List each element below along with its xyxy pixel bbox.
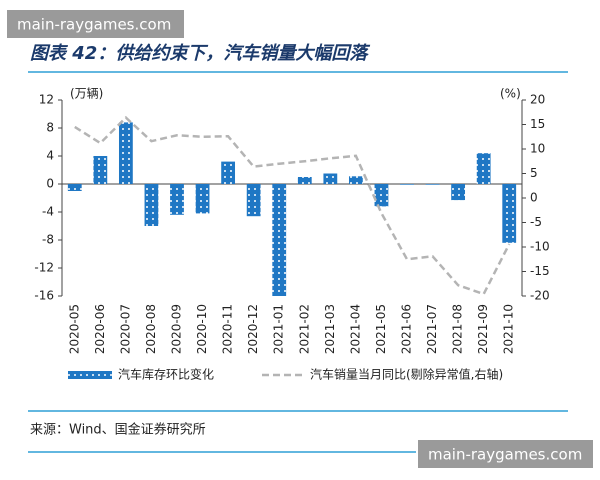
x-tick-label: 2021-04 <box>348 304 362 354</box>
bar <box>374 184 389 207</box>
watermark: main-raygames.com <box>17 16 171 34</box>
x-tick-label: 2020-08 <box>144 304 158 354</box>
y2-axis-label: (%) <box>500 87 521 101</box>
y2-tick-label: 0 <box>530 191 538 205</box>
legend-label: 汽车销量当月同比(剔除异常值,右轴) <box>310 367 503 382</box>
y2-tick-label: 15 <box>530 117 545 131</box>
bar <box>297 177 312 184</box>
legend-label: 汽车库存环比变化 <box>118 367 214 382</box>
x-tick-label: 2021-07 <box>425 304 439 354</box>
bar <box>93 156 108 184</box>
y-tick-label: 8 <box>46 121 54 135</box>
x-tick-label: 2020-12 <box>246 304 260 354</box>
y-tick-label: 12 <box>39 93 54 107</box>
y-tick-label: -12 <box>34 261 54 275</box>
x-tick-label: 2020-09 <box>170 304 184 354</box>
y-tick-label: 4 <box>46 149 54 163</box>
y2-tick-label: 10 <box>530 142 545 156</box>
bar <box>246 184 261 217</box>
y-axis-label: (万辆) <box>70 87 103 101</box>
chart-title: 图表 42：供给约束下，汽车销量大幅回落 <box>30 43 370 64</box>
source: 来源：Wind、国金证券研究所 <box>30 422 206 438</box>
y-tick-label: -16 <box>34 289 54 303</box>
x-tick-label: 2021-09 <box>476 304 490 354</box>
bar <box>425 184 440 185</box>
x-tick-label: 2021-08 <box>451 304 465 354</box>
watermark-box <box>7 10 184 38</box>
x-tick-label: 2020-11 <box>221 304 235 354</box>
bar <box>451 184 466 201</box>
x-tick-label: 2021-02 <box>297 304 311 354</box>
watermark: main-raygames.com <box>428 446 582 464</box>
bar <box>400 184 414 185</box>
bar <box>67 184 82 191</box>
line <box>74 115 511 296</box>
bar <box>118 122 133 184</box>
y2-tick-label: -10 <box>530 240 550 254</box>
x-tick-label: 2020-06 <box>93 304 107 354</box>
bar <box>476 153 491 184</box>
bar <box>272 184 287 296</box>
bar <box>323 173 338 184</box>
y2-tick-label: -15 <box>530 264 550 278</box>
x-tick-label: 2021-05 <box>374 304 388 354</box>
y-tick-label: 0 <box>46 177 54 191</box>
legend-swatch <box>68 371 112 379</box>
y-tick-label: -4 <box>42 205 54 219</box>
y-tick-label: -8 <box>42 233 54 247</box>
x-tick-label: 2020-10 <box>195 304 209 354</box>
bar <box>502 184 517 243</box>
bar <box>170 184 184 215</box>
y2-tick-label: 5 <box>530 166 538 180</box>
x-tick-label: 2021-10 <box>502 304 516 354</box>
bar <box>195 184 210 214</box>
x-tick-label: 2021-03 <box>323 304 337 354</box>
y2-tick-label: 20 <box>530 93 545 107</box>
bar <box>144 184 159 226</box>
x-tick-label: 2020-07 <box>118 304 132 354</box>
y2-tick-label: -20 <box>530 289 550 303</box>
watermark-box <box>418 440 593 468</box>
x-tick-label: 2021-06 <box>400 304 414 354</box>
x-tick-label: 2021-01 <box>272 304 286 354</box>
x-tick-label: 2020-05 <box>67 304 81 354</box>
bar <box>348 176 363 184</box>
bar <box>221 161 236 184</box>
y2-tick-label: -5 <box>530 215 542 229</box>
